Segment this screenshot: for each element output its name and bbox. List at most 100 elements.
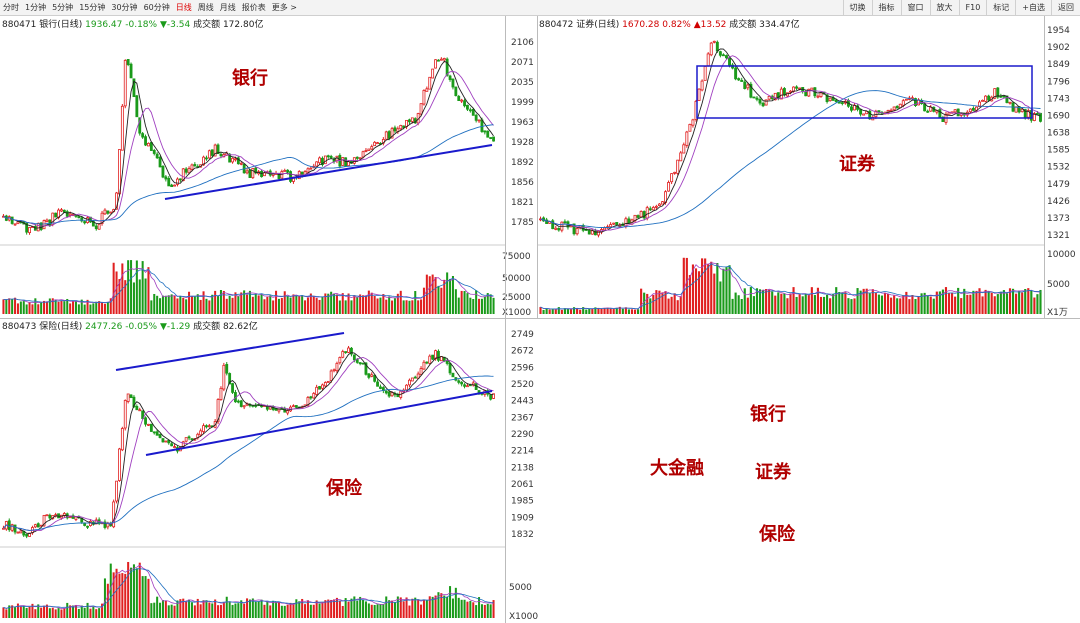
insurance-volume-bar-153 <box>446 596 449 618</box>
securities-annotation: 证券 <box>839 154 875 175</box>
insurance-chart-panel[interactable]: 880473 保险(日线) 2477.26 -0.05% ▼-1.29 成交额 … <box>0 318 505 623</box>
summary-item-insurance: 保险 <box>759 524 795 545</box>
tool-button-7[interactable]: 返回 <box>1051 0 1080 15</box>
securities-chart-panel[interactable]: 880472 证券(日线) 1670.28 0.82% ▲13.52 成交额 3… <box>537 16 1080 318</box>
insurance-volume-bar-91 <box>266 601 269 618</box>
bank-volume-bar-160 <box>466 293 469 314</box>
period-tab-0[interactable]: 分时 <box>3 3 19 12</box>
bank-candle-167 <box>486 130 490 138</box>
bank-volume-bar-51 <box>150 300 153 314</box>
securities-candle-5 <box>554 225 558 231</box>
bank-volume-bar-3 <box>11 299 14 314</box>
bank-candle-111 <box>323 155 327 165</box>
period-tab-4[interactable]: 30分钟 <box>111 3 138 12</box>
insurance-volume-bar-81 <box>237 603 240 618</box>
bank-candle-60 <box>176 177 179 187</box>
insurance-volume-bar-95 <box>277 601 280 618</box>
period-tab-9[interactable]: 报价表 <box>241 3 266 12</box>
securities-candle-102 <box>850 104 853 113</box>
bank-volume-bar-84 <box>246 294 249 314</box>
securities-volume-bar-126 <box>923 292 926 314</box>
insurance-volume-bar-9 <box>28 606 31 618</box>
insurance-ma10-line <box>3 357 494 532</box>
securities-volume-bar-63 <box>731 298 734 314</box>
period-tab-7[interactable]: 周线 <box>197 3 214 12</box>
securities-volume-bar-84 <box>795 296 798 314</box>
bank-volume-bar-22 <box>66 298 69 314</box>
period-tab-8[interactable]: 月线 <box>219 3 236 12</box>
bank-volume-bar-7 <box>22 301 25 314</box>
tool-button-6[interactable]: +自选 <box>1015 0 1051 15</box>
bank-candle-43 <box>126 59 130 67</box>
bank-candle-63 <box>184 167 188 175</box>
securities-volume-bar-18 <box>594 307 597 314</box>
bank-volume-bar-135 <box>393 298 396 314</box>
securities-candle-37 <box>651 205 655 211</box>
period-tab-6[interactable]: 日线 <box>175 3 192 12</box>
tool-button-3[interactable]: 放大 <box>929 0 959 15</box>
period-tab-10[interactable]: 更多 > <box>271 3 297 12</box>
bank-volume-bar-26 <box>77 304 80 314</box>
insurance-candle-81 <box>236 399 240 404</box>
insurance-volume-bar-14 <box>43 605 46 618</box>
securities-volume-bar-61 <box>725 267 728 314</box>
bank-candle-135 <box>393 125 397 133</box>
bank-candle-31 <box>91 219 95 227</box>
securities-right-tick-1373: 1373 <box>1047 214 1070 224</box>
bank-volume-bar-155 <box>451 276 454 314</box>
insurance-tick-2290: 2290 <box>511 430 534 440</box>
insurance-candle-159 <box>463 383 466 389</box>
securities-volume-bar-142 <box>972 290 975 314</box>
tool-button-2[interactable]: 窗口 <box>900 0 930 15</box>
period-tab-2[interactable]: 5分钟 <box>52 3 74 12</box>
bank-chart-panel[interactable]: 880471 银行(日线) 1936.47 -0.18% ▼-3.54 成交额 … <box>0 16 505 318</box>
bank-candle-55 <box>161 165 165 179</box>
insurance-volume-bar-28 <box>83 607 86 618</box>
bank-volume-bar-120 <box>350 300 353 314</box>
bank-candle-61 <box>178 178 182 183</box>
insurance-volume-bar-118 <box>344 598 347 618</box>
bank-volume-bar-163 <box>475 290 478 314</box>
period-tab-3[interactable]: 15分钟 <box>79 3 106 12</box>
insurance-volume-bar-26 <box>77 608 80 618</box>
insurance-candle-58 <box>170 441 174 447</box>
securities-volume-bar-44 <box>673 293 676 314</box>
bank-candle-52 <box>152 148 156 156</box>
bank-candle-9 <box>28 226 31 235</box>
securities-volume-bar-81 <box>786 298 789 314</box>
tool-button-4[interactable]: F10 <box>958 0 987 15</box>
insurance-volume-bar-136 <box>396 596 399 618</box>
bank-candlestick-chart[interactable] <box>0 16 505 318</box>
insurance-candlestick-chart[interactable] <box>0 318 505 623</box>
securities-candle-162 <box>1032 111 1036 122</box>
securities-candle-55 <box>706 52 710 67</box>
tool-button-1[interactable]: 指标 <box>871 0 901 15</box>
bank-volume-bar-37 <box>109 298 112 314</box>
bank-candle-148 <box>431 68 435 79</box>
securities-volume-bar-145 <box>981 296 984 314</box>
bank-candle-99 <box>289 170 292 184</box>
insurance-volume-bar-165 <box>480 604 483 618</box>
period-tab-5[interactable]: 60分钟 <box>143 3 170 12</box>
bank-candle-85 <box>248 169 252 178</box>
securities-volume-bar-154 <box>1008 288 1012 314</box>
insurance-candle-111 <box>323 381 327 388</box>
period-tab-1[interactable]: 1分钟 <box>25 3 47 12</box>
securities-volume-bar-153 <box>1005 293 1009 314</box>
insurance-candle-68 <box>199 428 203 437</box>
securities-volume-bar-78 <box>777 292 780 314</box>
insurance-volume-bar-22 <box>66 602 69 618</box>
tool-button-5[interactable]: 标记 <box>986 0 1015 15</box>
securities-candlestick-chart[interactable]: 1954 1902 1849 1796 1743 1690 1638 1585 1532 1479… <box>537 16 1080 318</box>
securities-volume-bar-119 <box>902 295 905 314</box>
securities-right-tick-1532: 1532 <box>1047 163 1070 173</box>
tool-button-0[interactable]: 切换 <box>842 0 872 15</box>
securities-volume-bar-0 <box>539 307 542 314</box>
insurance-volume-bar-89 <box>260 599 263 618</box>
insurance-tick-2672: 2672 <box>511 347 534 357</box>
bank-candle-105 <box>306 167 310 174</box>
securities-volume-right-tick-1: 5000 <box>1047 280 1070 290</box>
bank-candle-62 <box>181 167 185 182</box>
bank-volume-bar-159 <box>463 291 466 314</box>
securities-chart-header: 880472 证券(日线) 1670.28 0.82% ▲13.52 成交额 3… <box>539 17 800 30</box>
